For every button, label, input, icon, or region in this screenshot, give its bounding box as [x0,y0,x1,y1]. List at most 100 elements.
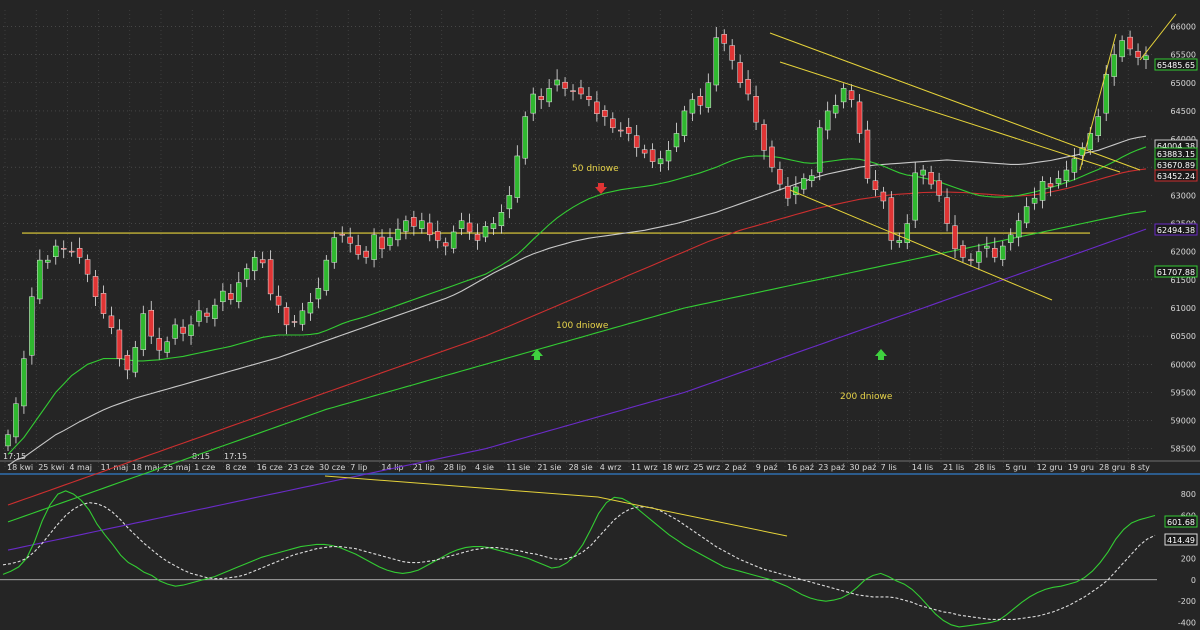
x-tick-label: 7 lip [350,463,367,472]
x-tick-label: 28 lis [974,463,995,472]
candle-up [220,290,226,303]
y-tick-label: 59000 [1171,417,1196,426]
candle-down [339,233,345,236]
candle-up [450,231,457,249]
candle-down [960,245,966,258]
x-tick-label: 18 kwi [7,463,33,472]
x-tick-label: 2 paź [725,463,747,472]
candle-down [411,217,417,227]
x-tick-label: 30 cze [319,463,345,472]
candle-up [5,434,11,447]
x-tick-label: 14 lip [381,463,403,472]
candle-down [427,222,433,236]
y-tick-label: 66000 [1171,22,1196,31]
x-tick-label: 25 maj [163,463,191,472]
candle-up [530,93,536,114]
candle-down [618,129,624,132]
up-arrow-icon [531,349,543,360]
y-tick-label: 65000 [1171,79,1196,88]
candle-up [236,282,242,303]
candle-up [920,169,926,176]
candle-down [936,180,942,196]
candle-down [92,276,99,297]
candle-down [474,233,481,241]
candle-down [745,79,751,95]
candle-up [705,82,712,108]
x-tick-label: 21 sie [537,463,561,472]
candle-down [1127,36,1133,50]
x-tick-label: 4 sie [475,463,494,472]
x-tick-label: 25 wrz [693,463,720,472]
candle-down [777,169,783,185]
candle-down [180,326,186,334]
candle-up [1063,169,1070,181]
candle-down [633,135,640,148]
candle-up [164,341,170,353]
candle-down [347,236,353,244]
x-tick-label: 7 lis [881,463,897,472]
candle-down [697,96,704,106]
candle-up [514,155,521,198]
x-tick-label: 8 sty [1130,463,1150,472]
candle-up [1000,245,1006,260]
candle-up [403,220,409,232]
candle-up [1071,158,1078,173]
candle-up [243,268,250,280]
x-tick-label: 28 gru [1099,463,1125,472]
candle-down [594,101,600,114]
candle-up [1007,234,1014,243]
x-tick-label: 25 kwi [38,463,64,472]
annotation-50: 50 dniowe [572,164,619,174]
price-badge [1154,265,1198,278]
y-tick-label: 60000 [1171,360,1196,369]
osc-value-badge-label: 601.68 [1167,518,1195,527]
ma-line-1 [7,135,1147,467]
x-tick-label: 9 paź [756,463,778,472]
ma-line-2 [7,168,1147,506]
candle-down [363,250,369,258]
candle-up [458,220,465,229]
candle-down [68,250,75,253]
candle-down [753,96,759,123]
x-tick-label: 23 paź [818,463,845,472]
y-tick-label: 63000 [1171,191,1196,200]
candle-down [856,101,863,134]
candle-down [379,236,385,250]
candle-down [108,315,115,328]
candle-up [307,302,314,314]
x-tick-label: 16 paź [787,463,814,472]
candle-down [737,62,743,84]
x-tick-label: 5 gru [1005,463,1026,472]
candle-up [172,324,178,339]
osc-y-tick-label: 0 [1191,576,1196,585]
candle-down [267,259,274,295]
candle-down [602,110,608,117]
candle-up [29,296,35,356]
candle-up [315,288,322,300]
candle-up [1095,116,1102,136]
x-tick-label: 21 lip [413,463,435,472]
price-badge-label: 63883.15 [1157,150,1195,159]
candle-up [832,105,839,114]
candle-up [299,310,306,325]
y-tick-label: 60500 [1171,332,1196,341]
candle-down [148,309,154,337]
candle-down [116,329,123,359]
candle-up [546,88,552,103]
candle-down [992,248,998,258]
x-tick-label: 11 wrz [631,463,658,472]
y-tick-label: 65500 [1171,51,1196,60]
candle-down [729,45,735,61]
candle-up [681,110,688,136]
osc-value-badge-label: 414.49 [1167,536,1195,545]
price-badge-label: 62494.38 [1157,226,1195,235]
candle-down [761,124,767,151]
candle-up [387,237,393,246]
candle-down [721,34,727,44]
price-badge-label: 64004.38 [1157,142,1195,151]
candle-up [816,127,823,173]
candle-up [1111,54,1117,77]
price-badge-label: 61707.88 [1157,268,1195,277]
